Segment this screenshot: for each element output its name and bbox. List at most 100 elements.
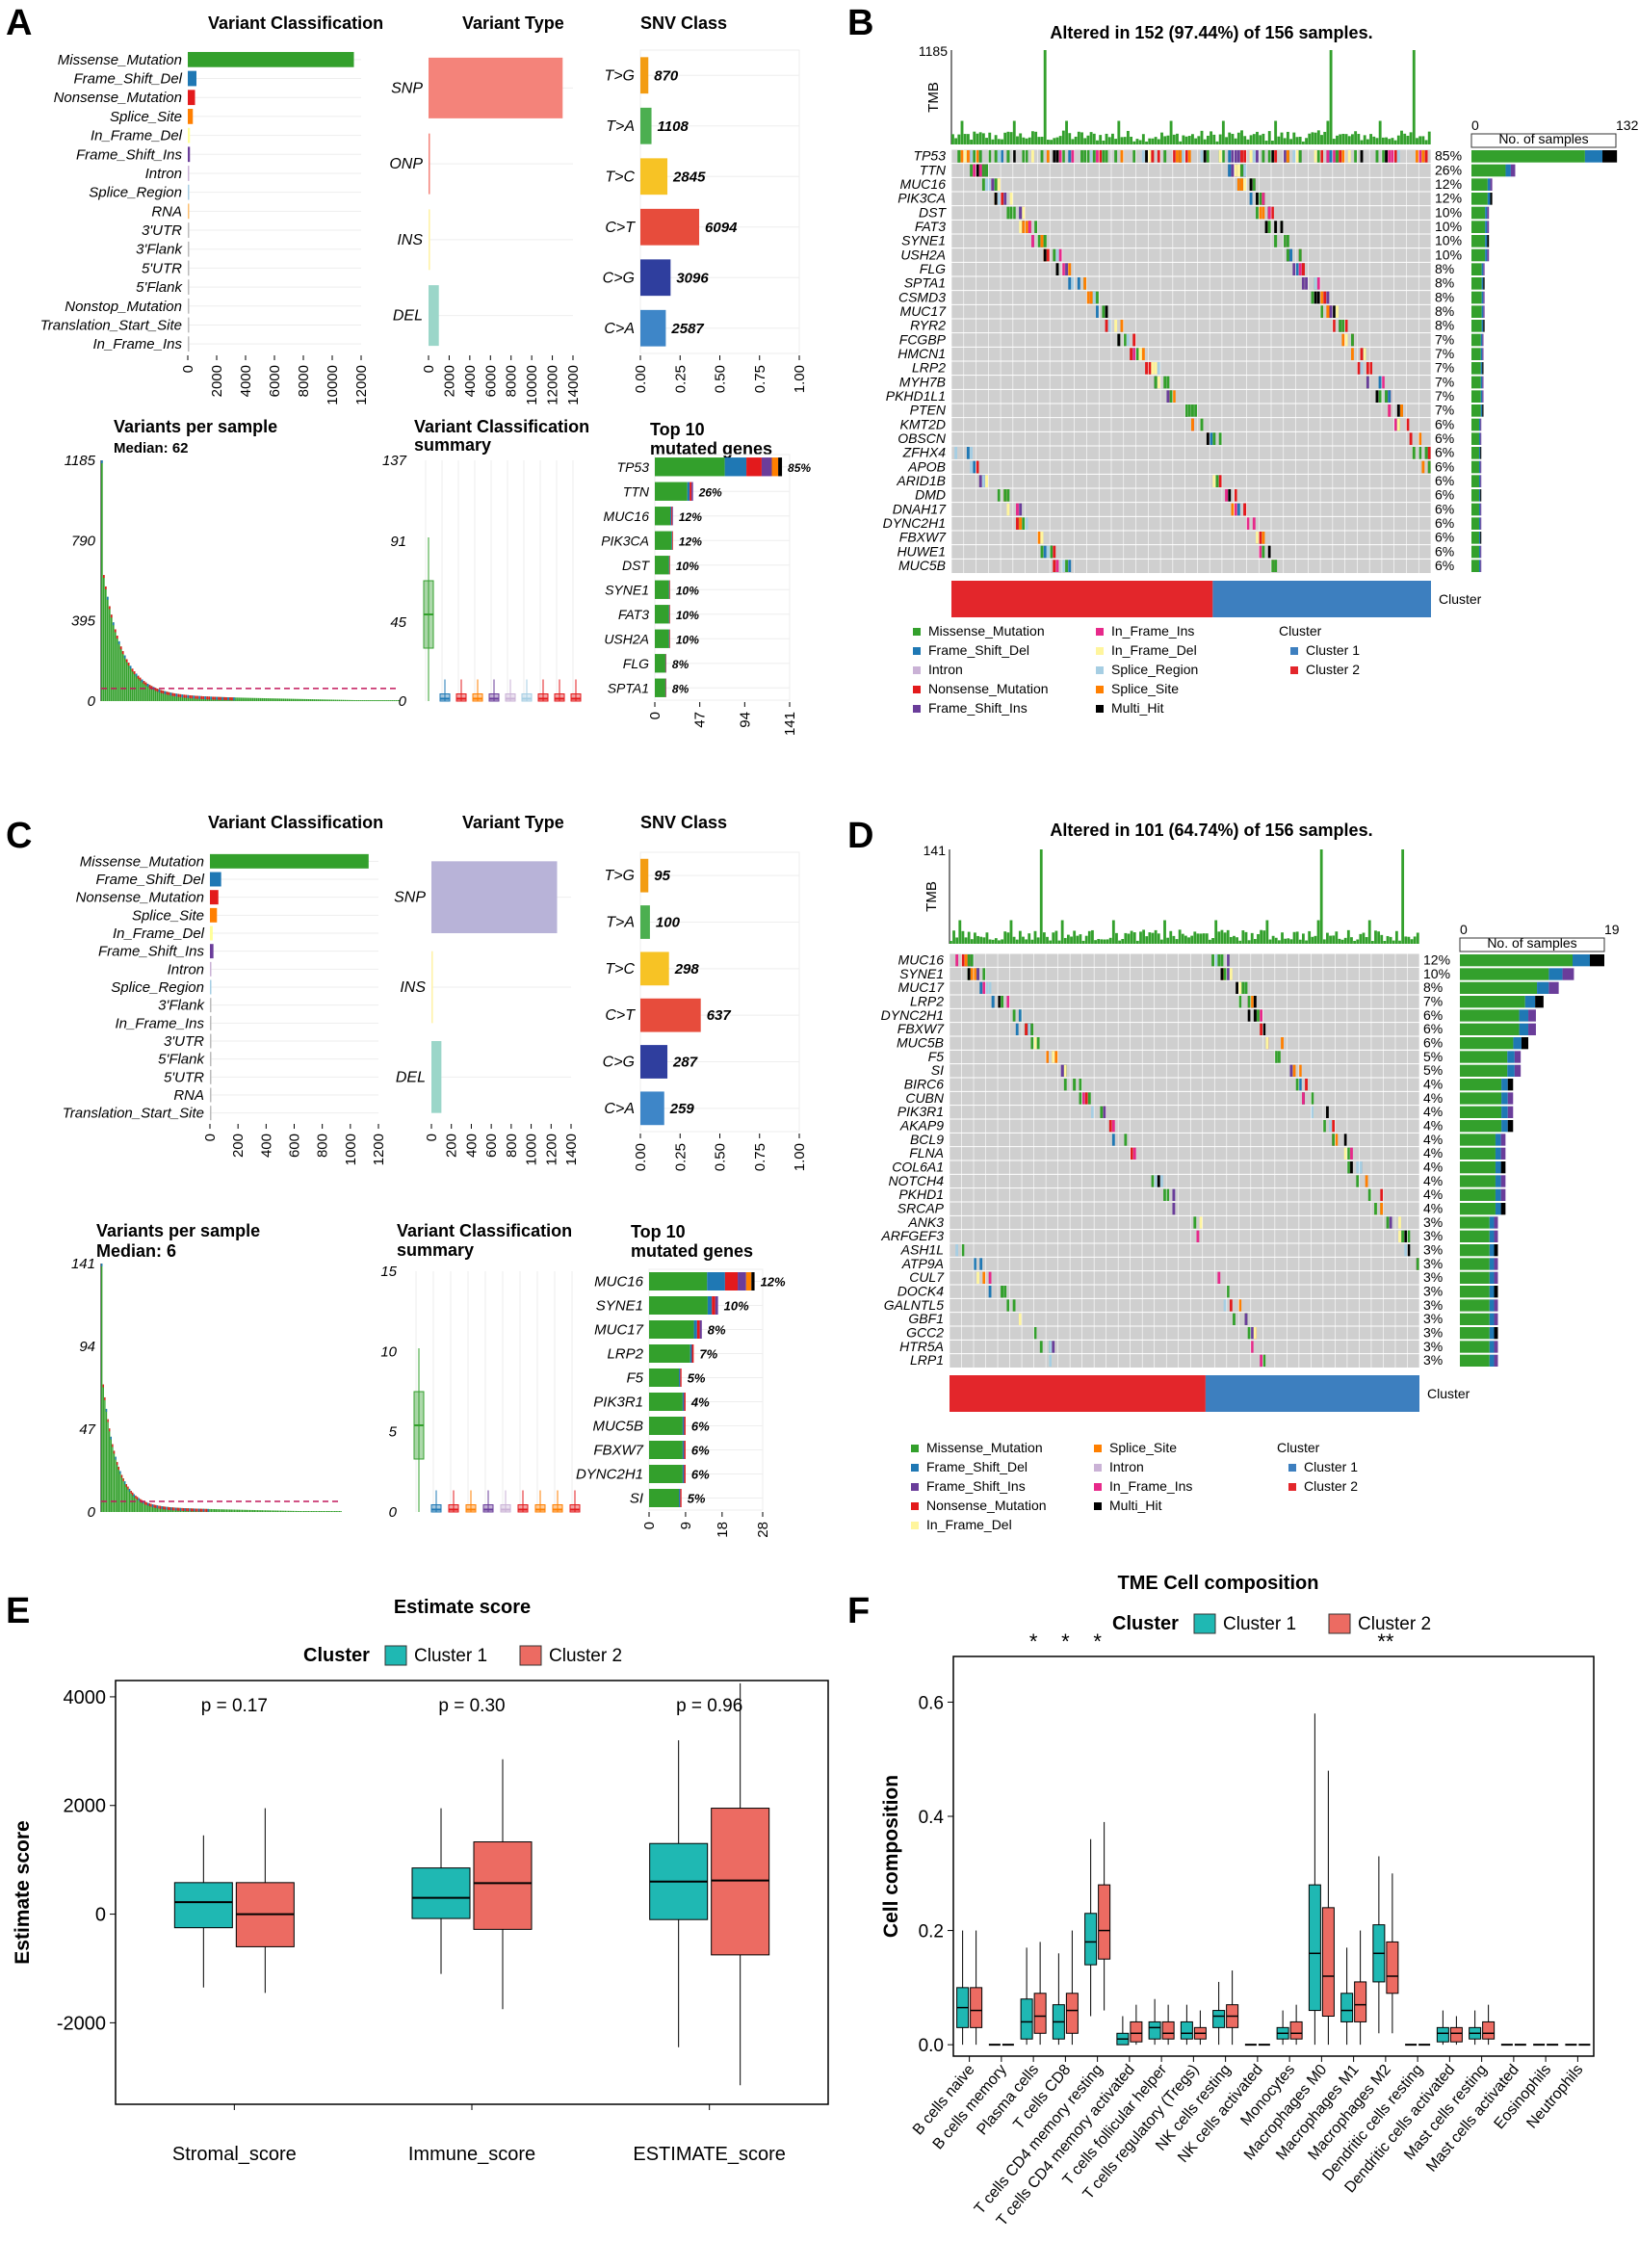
b-onco-mut-cell: [1354, 150, 1358, 163]
d-onco-tmb-bar: [1250, 932, 1254, 944]
b-onco-tmb-bar: [1089, 132, 1093, 144]
b-onco-mut-cell: [1378, 390, 1382, 403]
d-onco-mut-cell: [1346, 1161, 1350, 1174]
c-top-pct: 6%: [691, 1468, 710, 1482]
d-onco-gene-label: MUC5B: [897, 1034, 944, 1050]
panel-label-f: F: [847, 1591, 870, 1631]
d-onco-side-bar: [1460, 1051, 1508, 1063]
b-onco-gene-pct: 6%: [1435, 543, 1454, 559]
c-top-bar-seg: [649, 1272, 708, 1290]
a-vps-sample-top: [181, 694, 184, 698]
b-onco-mut-cell: [1256, 193, 1259, 205]
c-vcs-box: [465, 1504, 477, 1513]
a-vps-sample-bar: [330, 699, 333, 701]
b-onco-side-bar: [1482, 333, 1484, 347]
b-onco-tmb-bar: [1166, 135, 1170, 144]
c-vps-sample-bar: [278, 1510, 280, 1512]
b-onco-side-bar: [1485, 206, 1488, 220]
d-onco-tmb-bar: [1365, 937, 1368, 944]
a-vps-sample-bar: [102, 575, 105, 701]
a-vps-sample-bar: [119, 646, 122, 701]
b-onco-gene-pct: 10%: [1435, 247, 1462, 262]
d-onco-tmb-bar: [1401, 849, 1405, 944]
b-onco-tmb-bar: [1040, 137, 1044, 144]
d-onco-mut-cell: [1407, 1230, 1411, 1242]
a-top-gene-label: SYNE1: [605, 582, 649, 597]
c-top-pct: 6%: [691, 1420, 710, 1434]
c-vps-sample-top: [127, 1486, 129, 1490]
b-onco-mut-cell: [1375, 150, 1379, 163]
d-onco-side-bar: [1528, 1009, 1536, 1022]
d-onco-tmb-bar: [1025, 939, 1028, 944]
c-vc-bar: [210, 872, 221, 887]
a-vps-sample-top: [143, 681, 145, 685]
c-top-bar-seg: [680, 1369, 682, 1387]
d-onco-gene-pct: 3%: [1423, 1228, 1443, 1243]
d-onco-mut-cell: [1226, 968, 1230, 980]
b-onco-mut-cell: [1184, 404, 1188, 417]
b-onco-cluster-legend-title: Cluster: [1279, 623, 1322, 639]
a-vps-sample-bar: [144, 682, 147, 701]
a-snv-count: 6094: [705, 220, 738, 236]
c-snv-bar: [640, 905, 650, 939]
b-onco-mut-cell: [1259, 532, 1262, 544]
b-onco-tmb-bar: [1354, 131, 1358, 144]
b-onco-mut-cell: [1283, 150, 1287, 163]
f-significance: *: [1029, 1629, 1038, 1654]
a-vps-sample-bar: [173, 692, 176, 701]
c-vps-sample-bar: [327, 1511, 329, 1512]
d-onco-mut-cell: [1046, 1051, 1049, 1063]
a-vps-sample-top: [106, 596, 109, 600]
b-onco-mut-cell: [1388, 150, 1392, 163]
d-onco-tmb-bar: [1033, 930, 1037, 944]
c-vps-sample-bar: [140, 1499, 142, 1512]
c-vps-yticklabel: 47: [79, 1421, 95, 1438]
d-onco-mut-cell: [1326, 1106, 1329, 1118]
c-top-bar-seg: [649, 1320, 694, 1339]
c-vps-sample-top: [159, 1505, 162, 1509]
d-onco-mut-cell: [1241, 981, 1245, 994]
b-onco-mut-cell: [1092, 150, 1096, 163]
c-vt-ticklabel: 1400: [563, 1134, 580, 1165]
a-vps-sample-bar: [309, 699, 312, 701]
c-vc-bar: [210, 1087, 212, 1103]
d-onco-mut-cell: [1302, 1092, 1305, 1105]
d-onco-gene-label: SYNE1: [899, 966, 944, 981]
a-vps-sample-bar: [158, 689, 161, 701]
b-onco-tmb-bar: [1236, 132, 1240, 144]
a-top-bar-seg: [655, 580, 669, 599]
b-onco-side-bar: [1480, 404, 1483, 417]
d-onco-tmb-bar: [1115, 932, 1118, 944]
d-onco-side-bar: [1460, 1120, 1502, 1133]
c-vps-sample-bar: [230, 1509, 232, 1512]
c-vps-sample-bar: [138, 1498, 140, 1512]
a-vps-sample-bar: [313, 699, 316, 701]
d-onco-tmb-bar: [1006, 932, 1010, 944]
b-onco-mut-cell: [1396, 150, 1400, 163]
b-onco-gene-pct: 6%: [1435, 515, 1454, 531]
b-onco-mut-cell: [1172, 150, 1176, 163]
e-legend-swatch-1: [384, 1645, 407, 1666]
d-onco-mut-cell: [974, 1258, 976, 1270]
f-box: [1321, 1907, 1335, 2018]
b-onco-side-bar: [1478, 517, 1481, 530]
b-onco-legend-swatch: [1096, 686, 1104, 693]
b-onco-mut-cell: [1003, 489, 1007, 502]
b-onco-side-bar: [1485, 248, 1488, 262]
c-vps-sample-bar: [287, 1510, 290, 1512]
a-vps-sample-top: [189, 695, 192, 699]
b-onco-side-bar: [1471, 460, 1479, 474]
c-vps-sample-bar: [317, 1511, 319, 1512]
b-onco-gene-label: DNAH17: [893, 501, 947, 516]
b-onco-mut-cell: [1406, 418, 1410, 431]
b-onco-mut-cell: [1210, 432, 1213, 445]
a-vps-sample-bar: [315, 699, 318, 701]
c-snv-ticklabel: 1.00: [792, 1143, 808, 1171]
a-top-ticklabel: 94: [737, 712, 753, 728]
c-top-gene-label: DYNC2H1: [576, 1467, 643, 1483]
b-onco-side-bar: [1471, 475, 1479, 487]
c-snv-count: 95: [654, 868, 670, 884]
e-xlabel: Stromal_score: [172, 2144, 297, 2165]
b-onco-mut-cell: [1012, 206, 1016, 220]
d-onco-legend-swatch: [911, 1502, 919, 1510]
